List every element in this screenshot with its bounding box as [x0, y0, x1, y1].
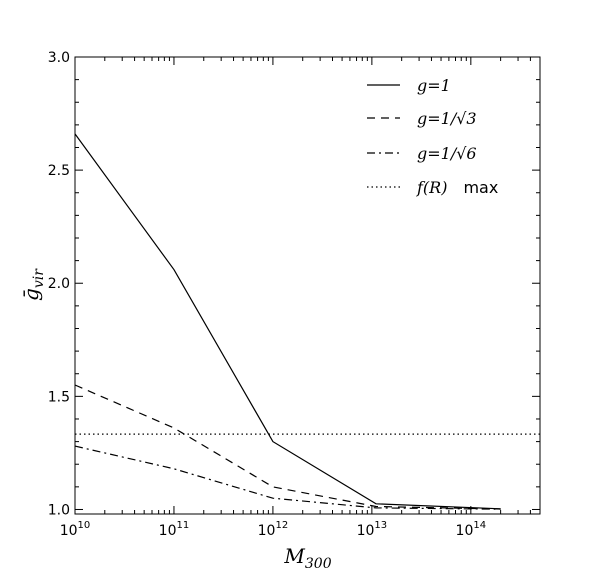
legend-label-4: f(R) max — [416, 178, 498, 197]
x-tick-label-base: 10 — [456, 523, 474, 539]
x-tick-label-base: 10 — [159, 523, 177, 539]
x-tick-label-base: 10 — [357, 523, 375, 539]
x-tick-label-exp: 12 — [275, 520, 288, 531]
x-tick-label: 1010 — [60, 520, 91, 539]
series-line-1 — [74, 133, 501, 510]
y-tick-label: 2.0 — [48, 276, 70, 292]
legend-label-suffix: max — [463, 178, 498, 197]
y-tick-label: 3.0 — [48, 50, 70, 66]
series-lines — [74, 133, 540, 510]
legend-label-1: g=1 — [417, 76, 451, 95]
x-tick-label: 1011 — [159, 520, 190, 539]
x-tick-label-base: 10 — [60, 523, 78, 539]
x-tick-label: 1014 — [456, 520, 487, 539]
x-tick-label-exp: 10 — [78, 520, 91, 531]
legend-label-main: f(R) — [416, 178, 447, 197]
x-axis-label: M300 — [283, 544, 331, 571]
series-line-3 — [74, 445, 501, 510]
legend-label-3: g=1/√6 — [417, 144, 477, 163]
y-axis-label: ḡvir — [19, 268, 47, 301]
x-tick-label-exp: 13 — [374, 520, 387, 531]
y-tick-label: 1.0 — [48, 502, 70, 518]
legend-label-main: g=1 — [417, 76, 451, 95]
legend: g=1 g=1/√3 g=1/√6 f(R) max — [367, 76, 498, 197]
y-tick-label: 1.5 — [48, 389, 70, 405]
x-tick-label-exp: 14 — [473, 520, 486, 531]
legend-label-2: g=1/√3 — [417, 109, 477, 128]
legend-label-main: g=1/√3 — [417, 109, 477, 128]
y-tick-label: 2.5 — [48, 163, 70, 179]
ticks — [74, 56, 541, 514]
legend-label-main: g=1/√6 — [417, 144, 477, 163]
series-line-2 — [74, 384, 501, 510]
x-tick-label-exp: 11 — [177, 520, 190, 531]
x-tick-label-base: 10 — [258, 523, 276, 539]
x-tick-label: 1012 — [258, 520, 289, 539]
x-tick-label: 1013 — [357, 520, 388, 539]
plot-frame — [74, 56, 541, 515]
